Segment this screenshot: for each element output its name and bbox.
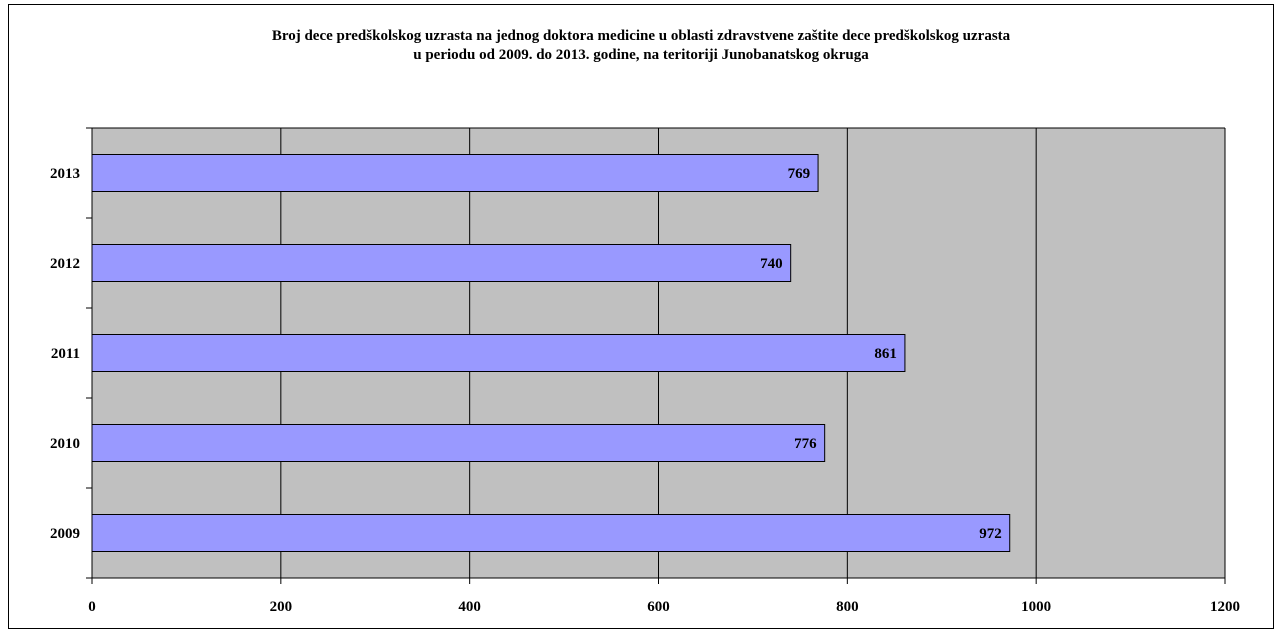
x-tick-label-600: 600 [647,599,670,615]
x-tick-label-800: 800 [836,599,859,615]
data-label-2010: 776 [794,436,817,452]
x-tick-label-1200: 1200 [1210,599,1240,615]
chart-title-line-1: Broj dece predškolskog uzrasta na jednog… [271,28,1011,44]
y-tick-label-2010: 2010 [50,436,80,452]
data-label-2011: 861 [874,346,897,362]
x-tick-label-0: 0 [88,599,96,615]
y-tick-label-2009: 2009 [50,526,80,542]
data-label-2013: 769 [788,166,811,182]
y-tick-label-2013: 2013 [50,166,80,182]
y-tick-label-2012: 2012 [50,256,80,272]
data-label-2012: 740 [760,256,783,272]
x-tick-label-1000: 1000 [1021,599,1051,615]
chart-title: Broj dece predškolskog uzrasta na jednog… [9,27,1273,65]
bar-2010 [91,424,826,462]
bar-2013 [91,154,819,192]
data-label-2009: 972 [979,526,1002,542]
bar-2009 [91,514,1011,552]
chart-title-line-2: u periodu od 2009. do 2013. godine, na t… [413,47,869,63]
bar-2011 [91,334,906,372]
x-tick-label-400: 400 [458,599,481,615]
y-tick-label-2011: 2011 [51,346,80,362]
bar-2012 [91,244,792,282]
x-tick-label-200: 200 [270,599,293,615]
